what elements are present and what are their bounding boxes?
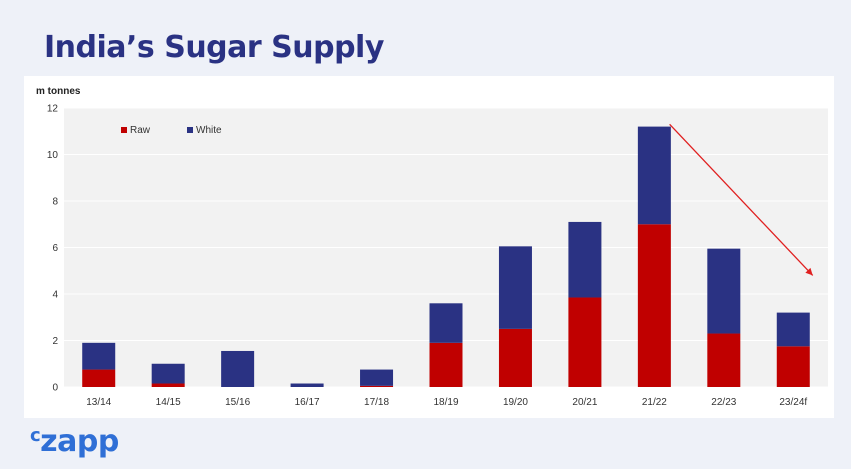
legend-label-raw: Raw bbox=[130, 125, 151, 136]
bar-white bbox=[82, 342, 116, 370]
x-tick-label: 19/20 bbox=[503, 397, 528, 408]
y-tick-label: 8 bbox=[52, 197, 58, 208]
legend-label-white: White bbox=[196, 125, 222, 136]
y-tick-label: 0 bbox=[52, 383, 58, 394]
bar-white bbox=[290, 383, 324, 387]
x-tick-label: 14/15 bbox=[156, 397, 181, 408]
bar-raw bbox=[776, 346, 810, 387]
y-tick-label: 12 bbox=[47, 104, 59, 115]
x-tick-label: 15/16 bbox=[225, 397, 250, 408]
bar-white bbox=[498, 246, 532, 329]
bar-raw bbox=[429, 342, 463, 387]
bar-raw bbox=[151, 383, 185, 387]
bar-raw bbox=[707, 333, 741, 387]
bar-white bbox=[637, 126, 671, 225]
bar-white bbox=[221, 350, 255, 387]
stacked-bar-chart: 0 2 4 6 8 10 12 13/14 14/15 15/16 16/17 17/18 18/19 1… bbox=[47, 104, 828, 408]
bar-white bbox=[151, 363, 185, 384]
x-tick-label: 20/21 bbox=[572, 397, 597, 408]
y-axis-unit-label: m tonnes bbox=[36, 86, 81, 97]
x-tick-label: 21/22 bbox=[642, 397, 667, 408]
bar-raw bbox=[360, 385, 394, 387]
y-tick-label: 6 bbox=[52, 243, 58, 254]
bar-white bbox=[568, 221, 602, 298]
y-tick-label: 4 bbox=[52, 290, 58, 301]
x-tick-label: 17/18 bbox=[364, 397, 389, 408]
bar-raw bbox=[82, 369, 116, 387]
bar-white bbox=[776, 312, 810, 347]
bar-raw bbox=[637, 224, 671, 387]
x-tick-label: 18/19 bbox=[433, 397, 458, 408]
y-tick-label: 2 bbox=[52, 336, 58, 347]
x-tick-label: 13/14 bbox=[86, 397, 111, 408]
x-tick-label: 16/17 bbox=[295, 397, 320, 408]
legend-swatch-white bbox=[187, 127, 193, 133]
czapp-logo: czapp bbox=[30, 424, 119, 459]
bar-white bbox=[429, 303, 463, 343]
chart-card: m tonnes 0 2 4 6 8 10 12 13/14 14/15 15/16 16/17 17… bbox=[24, 76, 834, 418]
bar-white bbox=[707, 248, 741, 334]
bar-white bbox=[360, 369, 394, 386]
legend-swatch-raw bbox=[121, 127, 127, 133]
trend-arrow-line bbox=[669, 123, 814, 276]
page-title: India’s Sugar Supply bbox=[44, 30, 384, 65]
bar-raw bbox=[498, 328, 532, 387]
x-tick-label: 23/24f bbox=[779, 397, 807, 408]
y-tick-label: 10 bbox=[47, 150, 59, 161]
trend-arrow-head bbox=[805, 267, 813, 276]
x-tick-label: 22/23 bbox=[711, 397, 736, 408]
bar-raw bbox=[568, 297, 602, 387]
